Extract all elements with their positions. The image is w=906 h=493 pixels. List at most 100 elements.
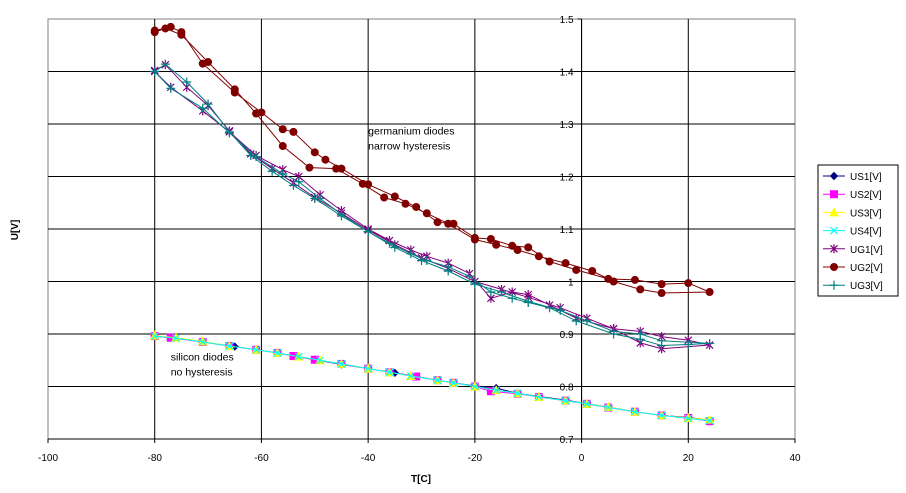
data-point [380,193,389,202]
data-point [316,356,325,365]
data-point [492,240,501,249]
legend-label: US4[V] [850,227,882,238]
legend-item: US4[V] [823,227,882,238]
series-ug2v [150,22,714,298]
data-point [204,58,213,67]
data-point [150,28,159,37]
y-tick-label: 0.9 [560,330,574,341]
data-point [252,109,261,118]
data-point [683,340,693,349]
data-point [545,303,555,313]
data-point [561,396,570,405]
data-point [631,407,639,416]
data-point [385,368,394,377]
data-point [443,266,453,276]
legend-label: UG3[V] [850,281,883,292]
y-axis-title: U[V] [10,220,21,241]
legend-label: US3[V] [850,208,882,219]
data-point [657,289,666,298]
data-point [390,192,399,201]
x-tick-label: -60 [254,453,269,464]
legend-item: UG1[V] [823,244,883,256]
series-us4v [150,332,714,425]
data-point [604,403,613,412]
data-point [444,219,453,228]
data-point [684,414,693,423]
data-point [705,288,714,296]
legend-swatch-marker [830,263,838,271]
data-point [684,279,693,288]
data-point [412,202,421,211]
annotations: germanium diodes narrow hysteresis silicon… [171,126,455,379]
data-point [246,151,256,160]
legend-swatch-marker [830,226,838,235]
legend-item: UG3[V] [823,280,883,292]
data-point [705,338,715,348]
y-tick-label: 1.3 [560,120,574,131]
data-point [225,342,234,350]
data-point [363,227,373,237]
data-point [513,246,522,254]
data-point [507,293,517,303]
data-point [251,152,261,162]
data-point [492,386,501,395]
legend-swatch-marker [829,171,839,181]
data-point [470,279,480,289]
legend-label: US1[V] [850,172,882,183]
series-ug3v [150,59,715,351]
data-point [470,235,479,244]
x-tick-label: 20 [683,453,695,464]
data-point [177,30,186,39]
x-tick-label: -100 [38,453,58,464]
data-point [417,256,426,265]
data-point [278,125,287,134]
data-point [433,218,442,227]
data-point [523,296,533,306]
data-point [406,249,416,259]
data-point [465,271,475,281]
data-point [545,257,554,266]
data-point [470,382,479,391]
data-point [358,179,367,188]
data-point [582,316,592,326]
y-tick-label: 0.7 [560,435,574,446]
data-point [582,399,591,408]
x-tick-label: -20 [468,453,483,464]
data-point [289,127,298,136]
data-point [406,372,415,380]
legend-swatch-marker [830,190,838,199]
legend-item: US3[V] [823,207,882,219]
legend-label: US2[V] [850,190,882,201]
data-point [310,148,319,157]
data-point [486,287,496,297]
data-point [230,85,239,94]
data-point [534,393,543,401]
data-point [401,199,410,208]
x-tick-label: -80 [147,453,162,464]
data-point [203,99,213,109]
data-point [321,155,330,164]
legend: US1[V] US2[V] US3[V] US4[V] UG1[V] UG2[V] UG3[… [817,164,899,297]
data-point [267,166,277,176]
data-point [161,24,170,33]
series-layer [149,22,715,426]
data-point [288,180,298,190]
data-point [172,334,180,343]
x-axis-title: T[C] [411,474,431,485]
data-point [310,194,320,204]
annotation-text: narrow hysteresis [368,141,450,153]
data-point [534,252,543,261]
data-point [561,259,570,268]
data-point [305,163,314,172]
data-point [166,83,176,93]
data-point [273,348,282,357]
data-point [390,242,400,252]
data-point [294,352,303,361]
y-tick-label: 1.1 [560,225,574,236]
annotation-text: silicon diodes [171,351,234,363]
data-point [497,287,507,297]
data-point [337,360,346,368]
data-point [609,277,618,286]
data-point [150,67,160,76]
